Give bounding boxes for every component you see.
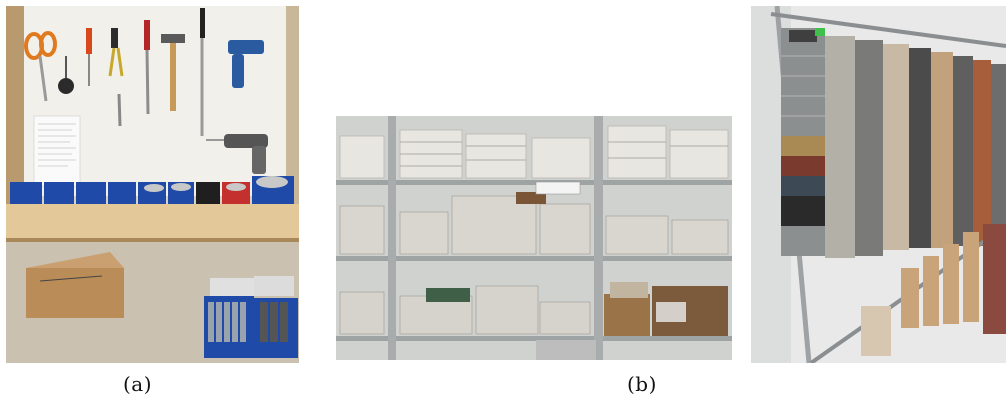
- caption-a: (a): [123, 372, 153, 396]
- scissors-shape: [24, 31, 57, 102]
- fabric-samples-photo: [751, 6, 1006, 363]
- tool-board-photo: [6, 6, 299, 363]
- fabric-shelves-photo: [336, 116, 732, 360]
- caption-b: (b): [627, 372, 657, 396]
